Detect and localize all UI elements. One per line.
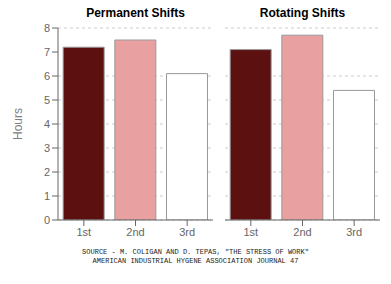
html-text:Permanent Shifts: Permanent Shifts bbox=[86, 6, 185, 20]
svg-text:3: 3 bbox=[44, 142, 50, 154]
svg-text:2: 2 bbox=[44, 166, 50, 178]
svg-text:6: 6 bbox=[44, 70, 50, 82]
svg-text:1st: 1st bbox=[76, 226, 91, 238]
svg-text:5: 5 bbox=[44, 94, 50, 106]
svg-text:8: 8 bbox=[44, 22, 50, 34]
html-text:SOURCE - M. COLIGAN AND D. TEP: SOURCE - M. COLIGAN AND D. TEPAS, "THE S… bbox=[82, 248, 309, 256]
svg-text:4: 4 bbox=[44, 118, 50, 130]
html-text:Rotating Shifts: Rotating Shifts bbox=[259, 6, 346, 20]
html-text:AMERICAN INDUSTRIAL HYGENE ASS: AMERICAN INDUSTRIAL HYGENE ASSOCIATION J… bbox=[92, 257, 299, 265]
svg-text:7: 7 bbox=[44, 46, 50, 58]
svg-text:Hours: Hours bbox=[11, 108, 25, 140]
svg-text:2nd: 2nd bbox=[293, 226, 311, 238]
svg-text:1: 1 bbox=[44, 190, 50, 202]
svg-text:1st: 1st bbox=[243, 226, 258, 238]
svg-text:3rd: 3rd bbox=[346, 226, 362, 238]
svg-text:3rd: 3rd bbox=[179, 226, 195, 238]
svg-text:2nd: 2nd bbox=[126, 226, 144, 238]
svg-text:0: 0 bbox=[44, 214, 50, 226]
